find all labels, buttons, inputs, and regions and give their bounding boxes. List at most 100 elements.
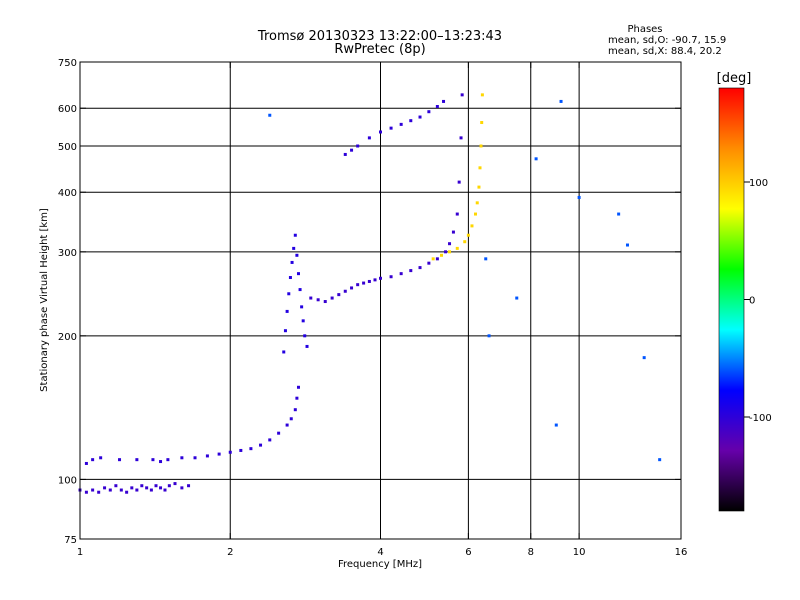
data-point xyxy=(301,319,305,323)
data-point xyxy=(427,110,431,114)
data-point xyxy=(484,257,488,261)
data-point xyxy=(373,278,377,282)
data-point xyxy=(125,490,129,494)
data-point xyxy=(399,122,403,126)
data-point xyxy=(460,93,464,97)
x-tick-label: 8 xyxy=(528,547,534,558)
data-point xyxy=(173,482,177,486)
data-point xyxy=(448,250,452,254)
y-tick-label: 300 xyxy=(58,248,77,259)
data-point xyxy=(114,484,118,488)
data-point xyxy=(478,166,482,170)
data-point xyxy=(316,298,320,302)
data-point xyxy=(435,105,439,109)
y-tick-label: 400 xyxy=(58,188,77,199)
data-point xyxy=(379,130,382,134)
data-point xyxy=(617,212,621,216)
data-point xyxy=(296,385,300,389)
data-point xyxy=(180,486,184,490)
data-point xyxy=(362,281,366,285)
data-point xyxy=(625,243,629,247)
data-point xyxy=(515,296,519,300)
data-point xyxy=(466,233,470,237)
data-point xyxy=(444,250,448,254)
data-point xyxy=(440,253,444,257)
data-point xyxy=(140,484,144,488)
x-tick-label: 10 xyxy=(573,547,586,558)
data-point xyxy=(455,246,459,250)
data-point xyxy=(459,136,463,140)
data-point xyxy=(277,431,281,435)
y-tick-label: 600 xyxy=(58,104,77,115)
data-point xyxy=(379,276,382,280)
data-point xyxy=(337,293,341,297)
x-tick-label: 2 xyxy=(227,547,233,558)
phases-o-stats: mean, sd,O: -90.7, 15.9 xyxy=(608,35,726,46)
data-point xyxy=(292,246,296,250)
data-point xyxy=(418,266,422,270)
phases-summary: Phases mean, sd,O: -90.7, 15.9 mean, sd,… xyxy=(608,24,726,57)
data-point xyxy=(303,334,307,338)
data-point xyxy=(283,329,287,333)
data-point xyxy=(431,257,435,261)
data-point xyxy=(287,292,291,296)
data-point xyxy=(180,456,184,460)
phases-title: Phases xyxy=(627,24,662,35)
x-tick-label: 6 xyxy=(465,547,471,558)
data-point xyxy=(135,458,139,462)
data-point xyxy=(239,448,243,452)
y-tick-label: 750 xyxy=(58,58,77,69)
data-point xyxy=(343,289,347,293)
data-point xyxy=(300,305,304,309)
data-point xyxy=(457,180,461,184)
data-point xyxy=(91,488,95,492)
data-point xyxy=(108,488,112,492)
data-point xyxy=(159,460,163,464)
data-point xyxy=(293,233,297,237)
data-point xyxy=(350,286,354,290)
data-point xyxy=(309,296,313,300)
data-point xyxy=(389,126,393,130)
data-point xyxy=(480,121,484,125)
data-point xyxy=(295,253,299,257)
data-point xyxy=(470,224,474,228)
x-axis: 1 2 4 6 8 10 16 xyxy=(77,62,687,558)
x-axis-label: Frequency [MHz] xyxy=(338,559,422,570)
data-point xyxy=(163,488,167,492)
data-point xyxy=(217,452,221,456)
data-point xyxy=(330,296,334,300)
data-point xyxy=(448,242,452,246)
data-point xyxy=(91,458,95,462)
data-point xyxy=(296,272,300,276)
y-tick-label: 100 xyxy=(58,475,77,486)
data-point xyxy=(282,350,286,354)
chart-title: Tromsø 20130323 13:22:00–13:23:43 xyxy=(257,29,502,44)
data-point xyxy=(534,157,538,161)
data-point xyxy=(477,185,481,189)
data-point xyxy=(399,272,403,276)
data-point xyxy=(559,99,563,103)
y-tick-label: 75 xyxy=(64,535,77,546)
data-point xyxy=(427,261,431,265)
data-point xyxy=(145,486,149,490)
data-point xyxy=(187,484,191,488)
data-point xyxy=(149,488,153,492)
data-point xyxy=(658,458,662,462)
x-tick-label: 4 xyxy=(377,547,383,558)
y-tick-label: 500 xyxy=(58,142,77,153)
colorbar-ticks: 100 0 -100 xyxy=(744,178,772,424)
data-point xyxy=(409,269,413,273)
data-point xyxy=(577,195,581,199)
grid xyxy=(80,62,681,539)
data-point xyxy=(475,201,479,205)
data-point xyxy=(119,488,123,492)
colorbar-label: [deg] xyxy=(717,71,752,86)
y-axis: 75 100 200 300 400 500 600 750 xyxy=(58,58,681,546)
data-point xyxy=(435,257,439,261)
data-point xyxy=(97,490,101,494)
data-point xyxy=(409,119,413,123)
data-point xyxy=(305,344,309,348)
data-point xyxy=(463,240,467,244)
data-point xyxy=(249,447,253,451)
